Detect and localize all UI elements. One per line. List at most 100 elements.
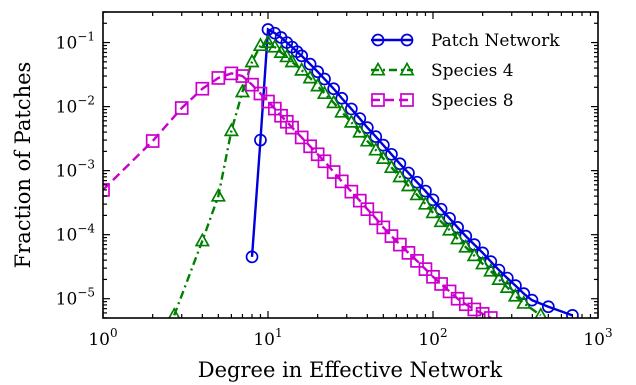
data-point bbox=[195, 81, 210, 96]
data-point bbox=[211, 71, 226, 85]
data-point bbox=[260, 34, 276, 49]
data-point bbox=[352, 123, 368, 138]
data-point bbox=[466, 247, 482, 262]
data-point bbox=[359, 132, 375, 147]
x-tick-label: 101 bbox=[253, 326, 282, 350]
data-point bbox=[317, 154, 332, 169]
data-point bbox=[384, 229, 399, 243]
data-point bbox=[326, 94, 342, 109]
data-point bbox=[103, 183, 110, 197]
data-point bbox=[235, 69, 250, 83]
data-point bbox=[392, 168, 408, 183]
y-tick-label: 10−1 bbox=[56, 30, 95, 54]
data-point bbox=[400, 177, 417, 192]
y-axis-label: Fraction of Patches bbox=[11, 62, 35, 269]
data-point bbox=[303, 139, 317, 154]
data-point bbox=[268, 26, 282, 40]
x-tick-label: 103 bbox=[583, 326, 612, 350]
data-point bbox=[375, 150, 391, 164]
legend: Patch Network Species 4 Species 8 bbox=[370, 31, 560, 111]
data-point bbox=[254, 133, 267, 147]
data-point bbox=[458, 238, 474, 253]
data-point bbox=[368, 211, 383, 226]
data-point bbox=[224, 66, 239, 81]
y-tick-label: 10−4 bbox=[56, 222, 96, 246]
legend-marker bbox=[400, 33, 414, 47]
series-line-0 bbox=[250, 27, 573, 317]
data-point bbox=[334, 174, 349, 189]
data-point bbox=[210, 187, 226, 202]
data-point bbox=[267, 38, 283, 53]
data-point bbox=[566, 309, 579, 318]
data-point bbox=[376, 220, 391, 235]
y-tick-label: 10−2 bbox=[56, 94, 95, 118]
data-point bbox=[285, 120, 299, 135]
y-tick-label: 10−5 bbox=[56, 286, 95, 310]
data-point bbox=[393, 237, 407, 252]
ticks-layer bbox=[102, 11, 599, 319]
legend-item-0: Patch Network bbox=[371, 31, 560, 51]
legend-marker bbox=[371, 33, 385, 47]
x-tick-label: 100 bbox=[88, 326, 117, 350]
series-line-2 bbox=[103, 72, 492, 318]
data-point bbox=[294, 61, 310, 76]
data-point bbox=[343, 113, 359, 128]
data-point bbox=[433, 213, 449, 228]
data-point bbox=[316, 85, 333, 100]
data-point bbox=[383, 159, 400, 174]
data-point bbox=[273, 44, 289, 59]
data-point bbox=[507, 287, 524, 302]
data-point bbox=[245, 77, 259, 92]
plot-frame bbox=[102, 11, 599, 319]
data-point bbox=[475, 307, 490, 318]
data-point bbox=[244, 53, 260, 68]
data-point bbox=[303, 57, 317, 71]
data-point bbox=[253, 86, 268, 101]
data-point bbox=[327, 82, 341, 96]
data-point bbox=[442, 284, 457, 299]
legend-label: Species 8 bbox=[431, 91, 514, 111]
data-point bbox=[223, 122, 240, 137]
data-point bbox=[326, 165, 341, 179]
x-axis-label: Degree in Effective Network bbox=[198, 358, 503, 382]
series-2 bbox=[103, 66, 498, 318]
data-point bbox=[294, 130, 309, 145]
data-point bbox=[310, 77, 326, 92]
data-point bbox=[534, 307, 547, 318]
data-point bbox=[335, 91, 349, 105]
data-point bbox=[467, 302, 482, 317]
data-point bbox=[483, 262, 499, 277]
series-layer bbox=[103, 23, 579, 318]
data-point bbox=[284, 53, 300, 68]
legend-item-1: Species 4 bbox=[370, 61, 514, 81]
data-point bbox=[541, 300, 555, 314]
y-tick-label: 10−3 bbox=[56, 158, 95, 182]
tick-labels-layer: 100 101 102 103 10−5 10−4 10−3 10−2 10−1 bbox=[56, 30, 613, 350]
data-point bbox=[279, 48, 295, 63]
legend-marker bbox=[371, 93, 385, 107]
data-point bbox=[409, 186, 425, 201]
series-1 bbox=[168, 34, 547, 318]
data-point bbox=[491, 271, 507, 285]
data-point bbox=[426, 269, 440, 284]
data-point bbox=[344, 184, 359, 199]
data-point bbox=[410, 254, 424, 268]
data-point bbox=[475, 255, 491, 270]
data-point bbox=[434, 277, 448, 291]
legend-marker bbox=[399, 61, 415, 76]
data-point bbox=[483, 311, 498, 318]
data-point bbox=[401, 246, 416, 260]
data-point bbox=[418, 262, 433, 276]
data-point bbox=[145, 134, 160, 148]
data-point bbox=[311, 65, 325, 79]
data-point bbox=[245, 250, 259, 264]
data-point bbox=[516, 294, 532, 309]
data-point bbox=[302, 69, 318, 84]
data-point bbox=[368, 141, 384, 156]
data-point bbox=[499, 279, 515, 293]
data-point bbox=[360, 202, 375, 217]
data-point bbox=[318, 72, 331, 86]
data-point bbox=[441, 221, 458, 236]
legend-item-2: Species 8 bbox=[371, 91, 514, 111]
